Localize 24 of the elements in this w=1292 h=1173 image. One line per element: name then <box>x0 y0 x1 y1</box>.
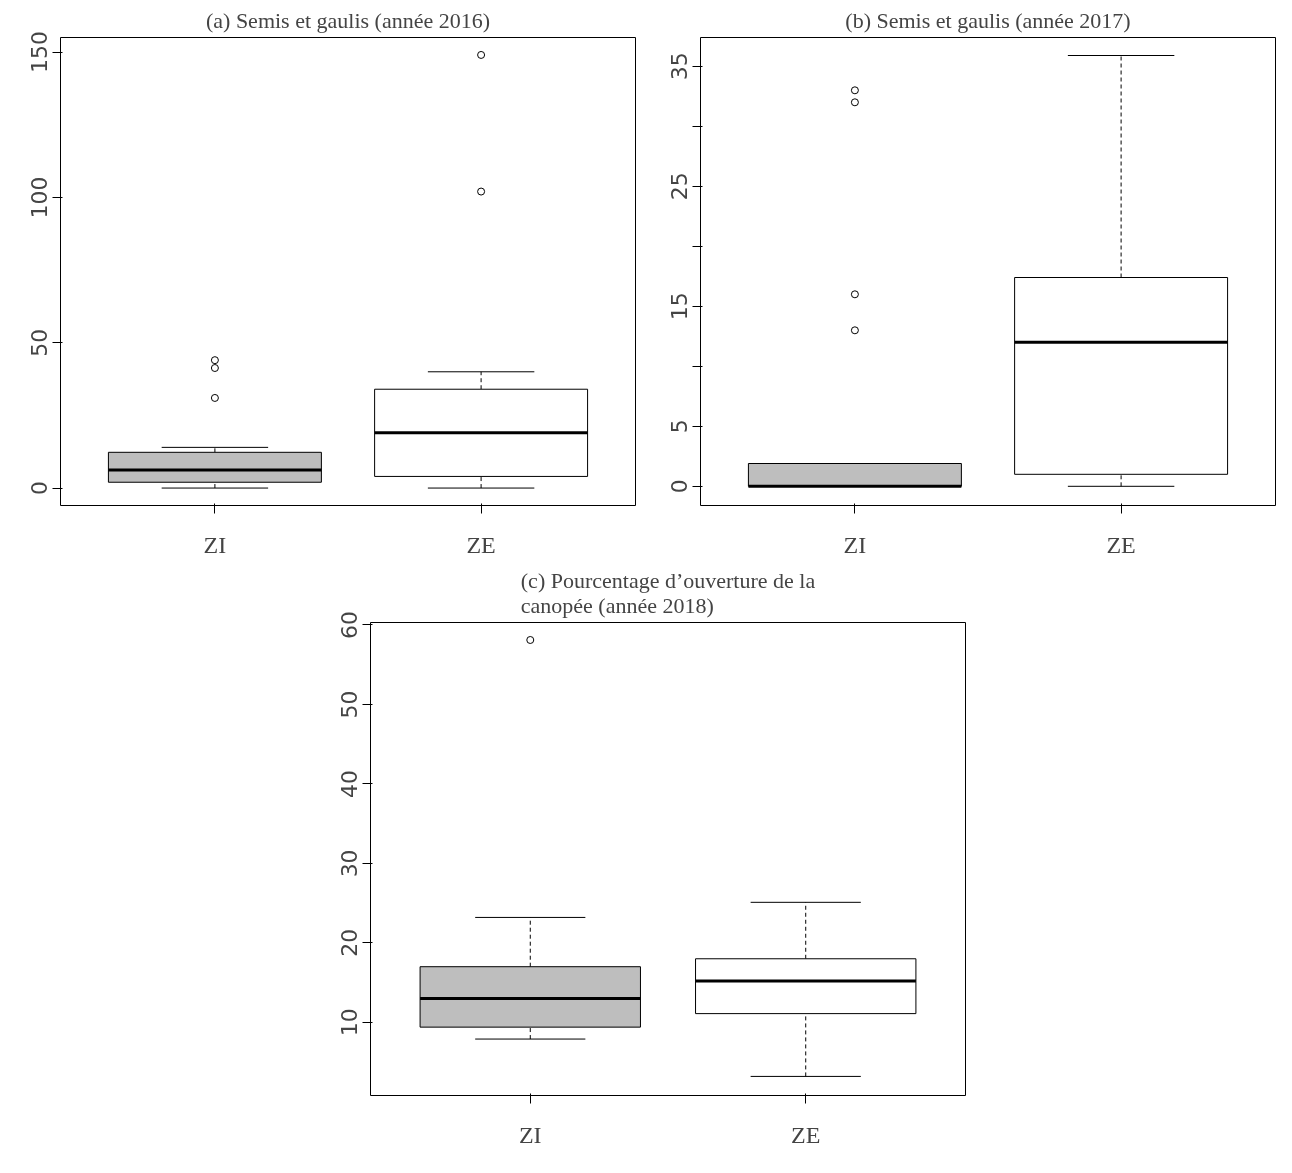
x-tick-label: ZI <box>203 531 227 558</box>
y-tick-label: 30 <box>337 849 363 878</box>
y-tick-label: 10 <box>337 1008 363 1037</box>
x-tick-label: ZE <box>466 531 496 558</box>
y-tick-label: 0 <box>27 481 53 496</box>
y-tick-label: 20 <box>337 928 363 957</box>
x-tick-label: ZI <box>843 531 867 558</box>
y-tick-label: 0 <box>667 479 693 494</box>
chart-title: (c) Pourcentage d’ouverture de la canopée (année 2018) <box>520 567 816 618</box>
x-tick-label: ZE <box>1106 531 1136 558</box>
y-tick-label: 40 <box>337 769 363 798</box>
y-tick-label: 25 <box>667 172 693 201</box>
y-tick-label: 15 <box>667 292 693 321</box>
y-tick-label: 35 <box>667 52 693 81</box>
chart-title: (b) Semis et gaulis (année 2017) <box>845 7 1131 33</box>
chart-title: (a) Semis et gaulis (année 2016) <box>205 7 491 33</box>
x-tick-label: ZE <box>791 1121 821 1148</box>
y-tick-label: 150 <box>27 31 53 74</box>
y-tick-label: 50 <box>27 328 53 357</box>
y-tick-label: 60 <box>337 610 363 639</box>
y-tick-label: 5 <box>667 419 693 434</box>
y-tick-label: 50 <box>337 690 363 719</box>
y-tick-label: 100 <box>27 176 53 219</box>
x-tick-label: ZI <box>518 1121 542 1148</box>
